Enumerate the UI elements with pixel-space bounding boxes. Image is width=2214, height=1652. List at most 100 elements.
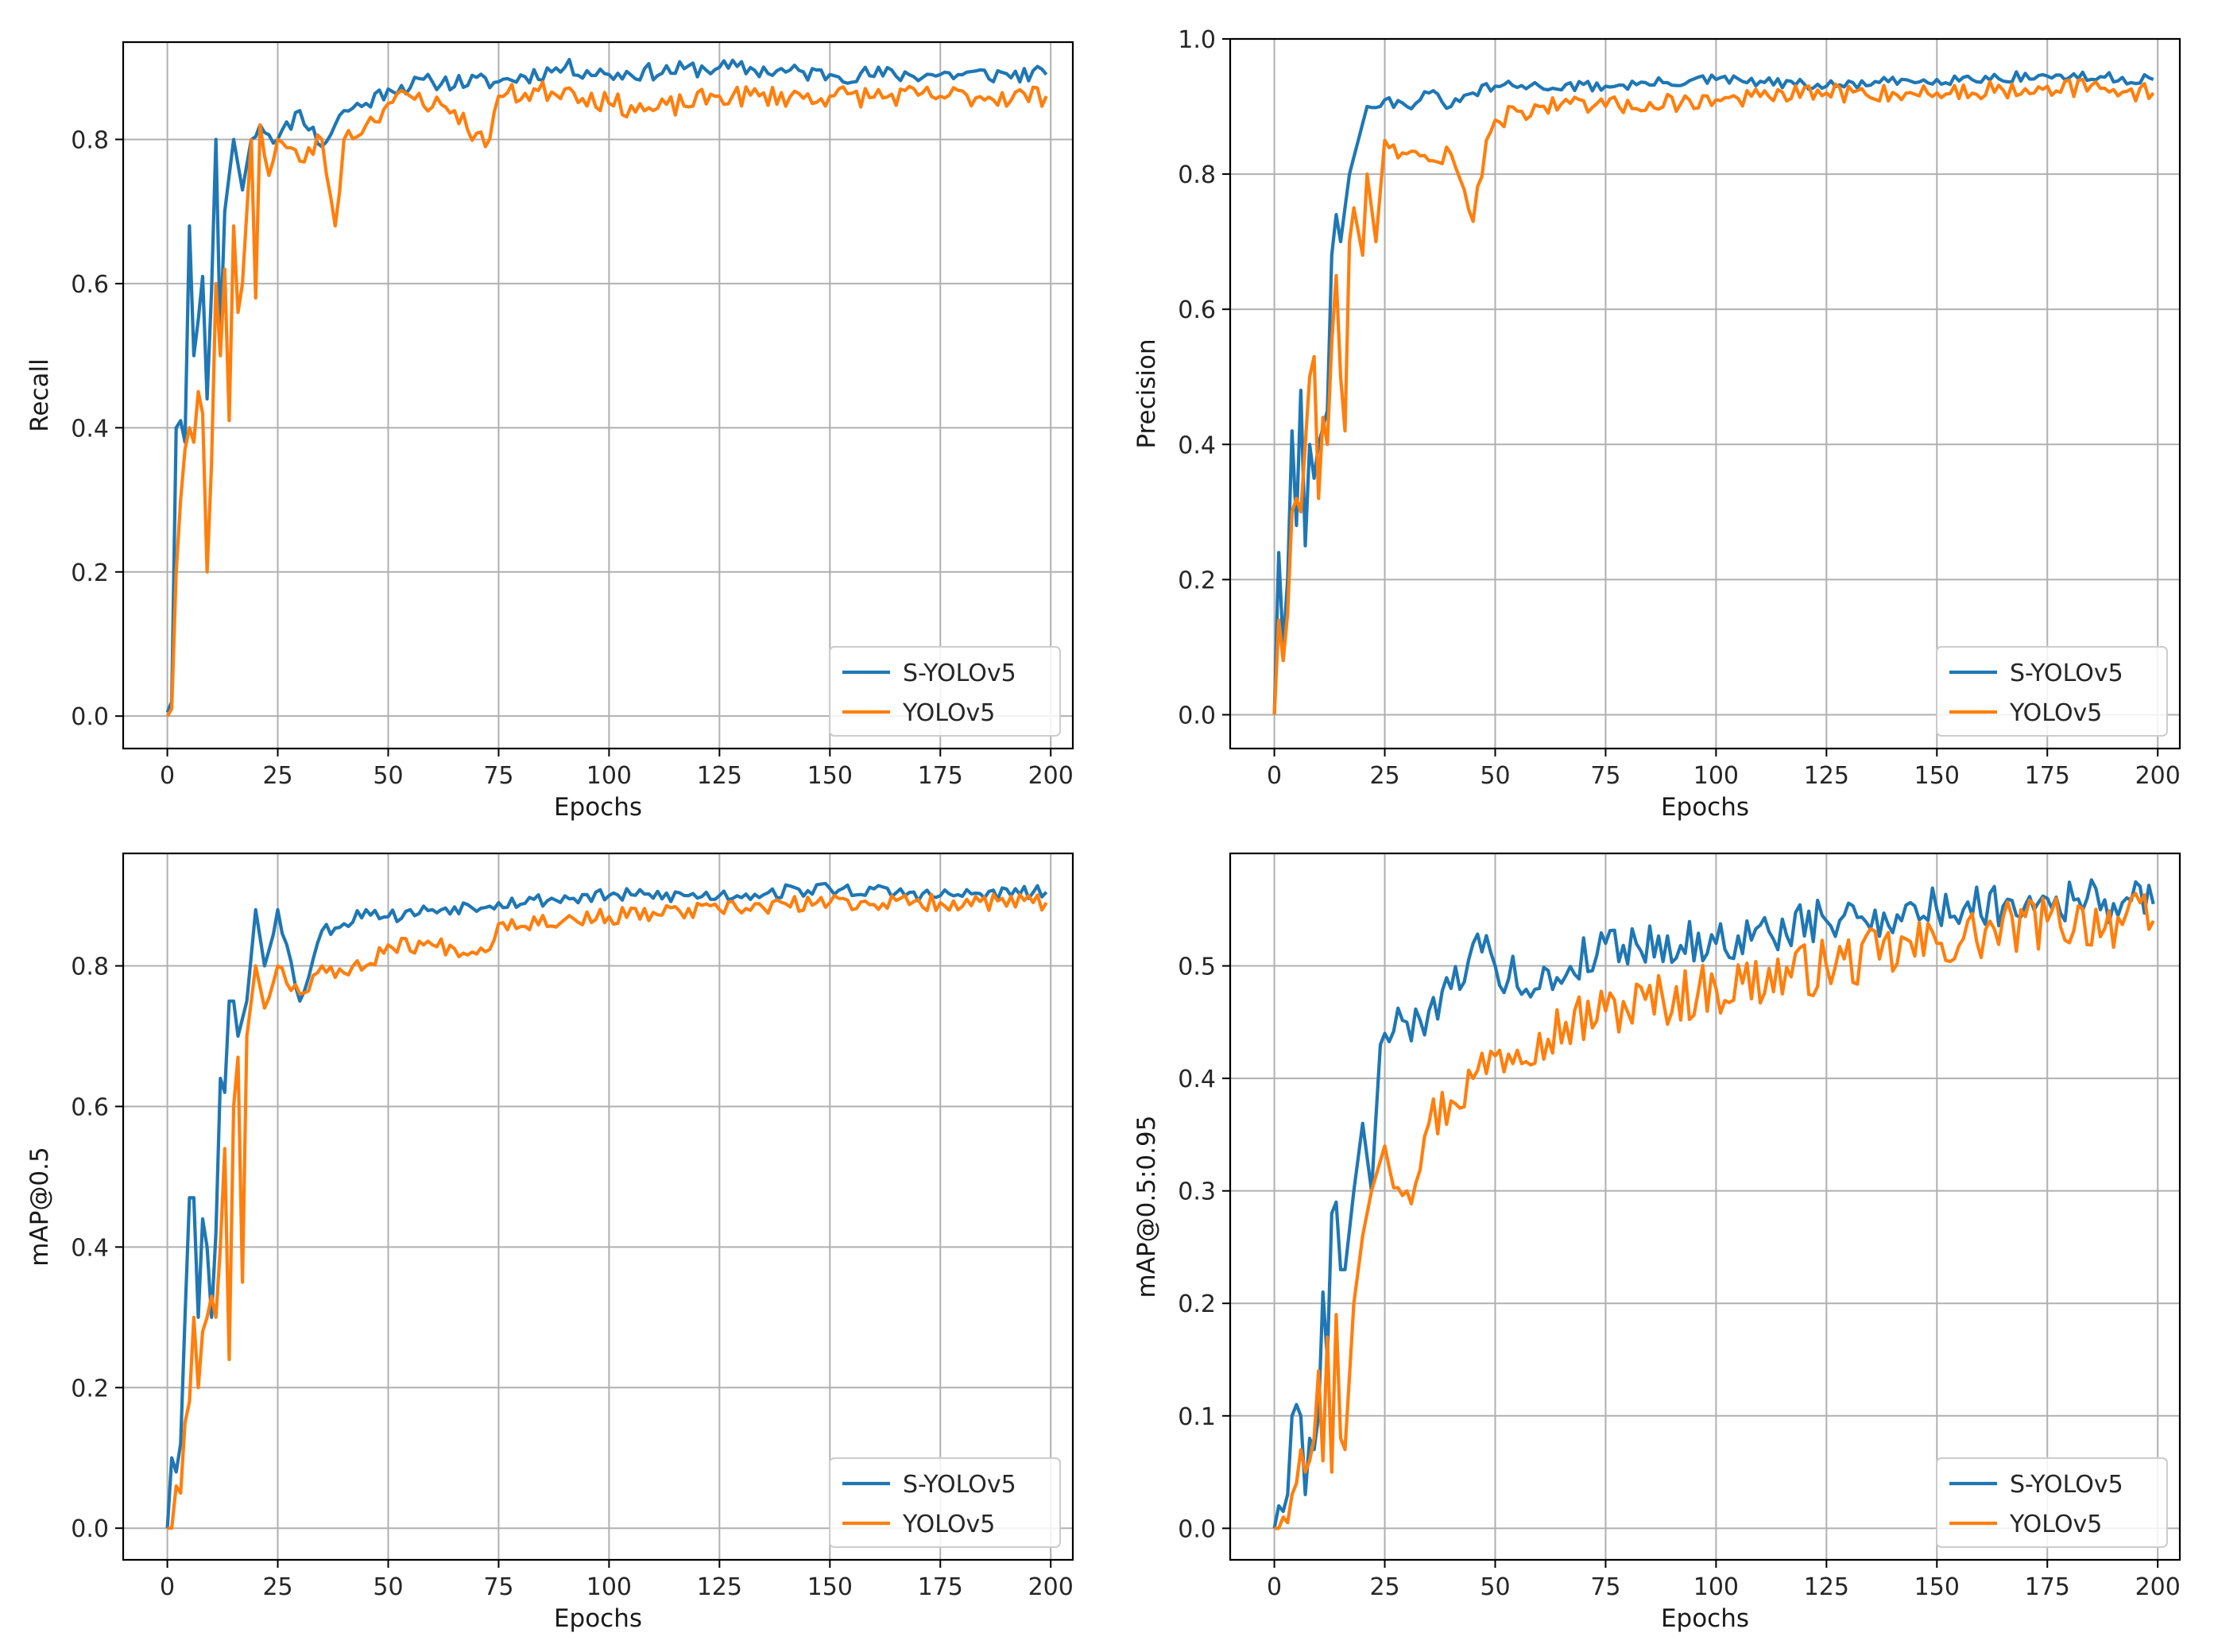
legend-label: YOLOv5 [902, 699, 995, 727]
chart-panel-map50: 0 25 50 75 100 125 150 175 200 Epochs 0.0 0.2 0.4 0.6… [0, 826, 1107, 1651]
x-tick-label: 100 [586, 1573, 632, 1601]
legend-label: YOLOv5 [2009, 699, 2102, 727]
x-tick-label: 175 [2025, 762, 2070, 790]
gridlines [1230, 38, 2180, 749]
plot-frame [1229, 852, 2181, 1561]
x-tick-label: 200 [1028, 762, 1074, 790]
x-tick-label: 25 [1369, 1573, 1399, 1601]
x-tick-label: 25 [262, 1573, 292, 1601]
x-tick-label: 0 [160, 762, 175, 790]
y-tick-label: 0.8 [1178, 161, 1216, 189]
x-tick-label: 100 [1693, 1573, 1739, 1601]
legend: S-YOLOv5 YOLOv5 [1936, 646, 2168, 737]
legend-label: S-YOLOv5 [903, 660, 1016, 687]
x-tick-label: 125 [1804, 1573, 1849, 1601]
chart-panel-map5095: 0 25 50 75 100 125 150 175 200 Epochs 0.0 0.1 0.2 0.3… [1107, 826, 2214, 1651]
x-axis-label: Epochs [1661, 793, 1749, 822]
legend: S-YOLOv5 YOLOv5 [829, 1457, 1061, 1548]
x-tick-label: 50 [1480, 1573, 1510, 1601]
x-tick-label: 0 [1267, 1573, 1282, 1601]
y-tick-label: 0.6 [1178, 296, 1216, 324]
legend-label: S-YOLOv5 [2010, 1471, 2123, 1499]
y-tick-label: 0.0 [71, 703, 109, 731]
y-tick-label: 0.2 [71, 559, 109, 587]
x-tick-label: 100 [1693, 762, 1739, 790]
x-tick-label: 150 [1914, 762, 1960, 790]
x-tick-label: 175 [918, 762, 963, 790]
series-line-yolov5 [167, 892, 1048, 1530]
y-axis-label: mAP@0.5 [25, 1147, 54, 1266]
plot-frame [1229, 37, 2181, 750]
y-tick-label: 0.3 [1178, 1178, 1216, 1206]
x-tick-label: 125 [1804, 762, 1849, 790]
x-tick-label: 200 [2135, 762, 2181, 790]
x-tick-label: 175 [2025, 1573, 2070, 1601]
y-tick-label: 0.0 [1178, 1515, 1216, 1543]
x-axis-label: Epochs [1661, 1604, 1749, 1633]
y-tick-label: 0.1 [1178, 1403, 1216, 1431]
y-tick-label: 0.0 [71, 1515, 109, 1543]
x-axis: 0 25 50 75 100 125 150 175 200 Epochs [160, 1560, 1074, 1633]
x-tick-label: 75 [483, 762, 513, 790]
y-axis-label: Recall [25, 358, 54, 432]
x-tick-label: 150 [807, 762, 853, 790]
legend-label: S-YOLOv5 [903, 1471, 1016, 1499]
series-lines [1272, 70, 2155, 715]
y-axis: 0.0 0.2 0.4 0.6 0.8 Recall [25, 126, 123, 731]
chart-panel-recall: 0 25 50 75 100 125 150 175 200 Epochs 0.0 0.2 0.4 0.6… [0, 0, 1107, 826]
gridlines [123, 42, 1073, 749]
x-tick-label: 50 [1480, 762, 1510, 790]
map5095-chart-svg: 0 25 50 75 100 125 150 175 200 Epochs 0.0 0.1 0.2 0.3… [1132, 852, 2181, 1633]
chart-panel-precision: 0 25 50 75 100 125 150 175 200 Epochs 0.0 0.2 0.4 0.6… [1107, 0, 2214, 826]
y-tick-label: 0.4 [1178, 1066, 1216, 1093]
series-line-yolov5 [1274, 892, 2155, 1530]
x-tick-label: 25 [1369, 762, 1399, 790]
precision-chart-svg: 0 25 50 75 100 125 150 175 200 Epochs 0.0 0.2 0.4 0.6… [1132, 26, 2181, 822]
x-tick-label: 75 [1590, 1573, 1620, 1601]
y-tick-label: 0.4 [71, 415, 109, 443]
y-tick-label: 0.2 [71, 1375, 109, 1402]
x-tick-label: 75 [1590, 762, 1620, 790]
plot-frame [122, 852, 1074, 1561]
plot-frame [122, 41, 1074, 750]
y-tick-label: 1.0 [1178, 26, 1216, 54]
legend: S-YOLOv5 YOLOv5 [829, 646, 1061, 737]
x-tick-label: 200 [2135, 1573, 2181, 1601]
y-axis-label: Precision [1132, 339, 1161, 448]
x-axis: 0 25 50 75 100 125 150 175 200 Epochs [1267, 1560, 2181, 1633]
x-tick-label: 0 [1267, 762, 1282, 790]
y-axis-label: mAP@0.5:0.95 [1132, 1116, 1161, 1298]
y-tick-label: 0.8 [71, 126, 109, 154]
y-tick-label: 0.4 [1178, 431, 1216, 459]
x-tick-label: 100 [586, 762, 632, 790]
gridlines [123, 853, 1073, 1560]
x-tick-label: 125 [697, 762, 742, 790]
x-axis: 0 25 50 75 100 125 150 175 200 Epochs [160, 749, 1074, 822]
x-tick-label: 150 [807, 1573, 853, 1601]
legend: S-YOLOv5 YOLOv5 [1936, 1457, 2168, 1548]
x-tick-label: 75 [483, 1573, 513, 1601]
legend-label: S-YOLOv5 [2010, 660, 2123, 687]
y-axis: 0.0 0.2 0.4 0.6 0.8 1.0 Precision [1132, 26, 1230, 729]
y-tick-label: 0.0 [1178, 702, 1216, 729]
y-tick-label: 0.2 [1178, 1290, 1216, 1318]
y-tick-label: 0.8 [71, 954, 109, 981]
y-tick-label: 0.4 [71, 1234, 109, 1262]
x-tick-label: 50 [373, 762, 403, 790]
series-line-yolov5 [1272, 77, 2155, 715]
x-axis: 0 25 50 75 100 125 150 175 200 Epochs [1267, 749, 2181, 822]
x-tick-label: 200 [1028, 1573, 1074, 1601]
series-line-s-yolov5 [165, 881, 1048, 1529]
legend-label: YOLOv5 [2009, 1511, 2102, 1538]
x-tick-label: 25 [262, 762, 292, 790]
y-axis: 0.0 0.1 0.2 0.3 0.4 0.5 mAP@0.5:0.95 [1132, 954, 1230, 1543]
y-tick-label: 0.6 [71, 1093, 109, 1121]
x-tick-label: 0 [160, 1573, 175, 1601]
recall-chart-svg: 0 25 50 75 100 125 150 175 200 Epochs 0.0 0.2 0.4 0.6… [25, 41, 1074, 822]
series-line-s-yolov5 [1272, 70, 2154, 715]
series-lines [165, 57, 1048, 718]
x-tick-label: 150 [1914, 1573, 1960, 1601]
y-axis: 0.0 0.2 0.4 0.6 0.8 mAP@0.5 [25, 954, 123, 1543]
map50-chart-svg: 0 25 50 75 100 125 150 175 200 Epochs 0.0 0.2 0.4 0.6… [25, 852, 1074, 1633]
series-lines [1272, 878, 2155, 1530]
